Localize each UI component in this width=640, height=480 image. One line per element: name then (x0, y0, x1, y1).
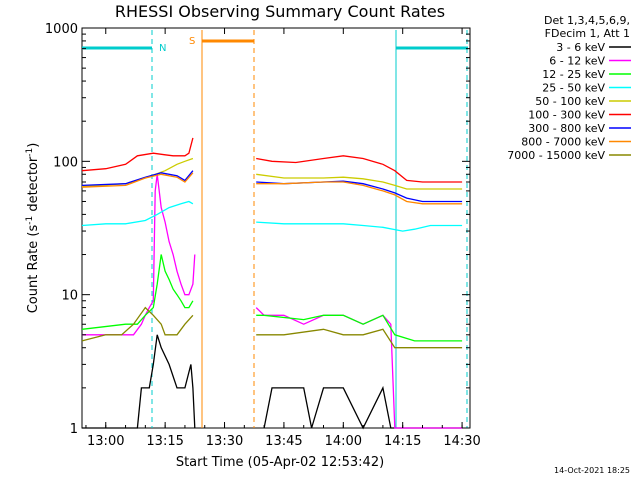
series-line-1-1 (255, 307, 463, 429)
x-axis-ticks: 13:00 13:15 13:30 13:45 14:00 14:15 14:30 (85, 28, 481, 449)
x-tick-label-6: 14:30 (443, 434, 480, 449)
series-line-2-1 (256, 314, 463, 342)
x-axis-label: Start Time (05-Apr-02 12:53:42) (176, 455, 384, 470)
legend-label-5: 100 - 300 keV (528, 109, 605, 122)
legend-label-8: 7000 - 15000 keV (507, 149, 605, 162)
y-axis-label: Count Rate (s-1 detector-1) (25, 143, 41, 314)
legend-header-2: FDecim 1, Att 1 (545, 27, 630, 40)
saa-marker-label: S (189, 36, 195, 47)
night-marker-label: N (159, 43, 166, 54)
x-tick-label-2: 13:30 (206, 434, 243, 449)
y-tick-label-0: 1 (70, 422, 78, 437)
plot-frame (81, 27, 471, 429)
series-line-3-1 (256, 221, 463, 232)
event-markers: NS (82, 30, 468, 428)
series-line-8-0 (81, 306, 194, 342)
legend-label-4: 50 - 100 keV (535, 95, 605, 108)
legend-label-1: 6 - 12 keV (549, 55, 605, 68)
series-line-8-1 (256, 328, 463, 349)
legend-label-6: 300 - 800 keV (528, 122, 605, 135)
legend-label-0: 3 - 6 keV (556, 41, 605, 54)
series-line-3-0 (81, 200, 194, 227)
series-layer (81, 137, 463, 430)
legend-label-2: 12 - 25 keV (542, 68, 605, 81)
x-tick-label-0: 13:00 (87, 434, 124, 449)
x-tick-label-5: 14:15 (384, 434, 421, 449)
y-tick-label-1: 10 (61, 289, 78, 304)
chart-title: RHESSI Observing Summary Count Rates (115, 2, 445, 21)
generated-timestamp: 14-Oct-2021 18:25 (554, 466, 630, 475)
series-line-7-0 (81, 172, 194, 188)
y-tick-label-3: 1000 (45, 22, 78, 37)
x-tick-label-4: 14:00 (325, 434, 362, 449)
y-tick-label-2: 100 (53, 155, 78, 170)
series-line-1-0 (82, 174, 196, 336)
series-line-0-0 (82, 334, 196, 429)
x-tick-label-3: 13:45 (265, 434, 302, 449)
series-line-7-1 (256, 181, 463, 205)
legend-header-1: Det 1,3,4,5,6,9, (544, 14, 630, 27)
x-tick-label-1: 13:15 (146, 434, 183, 449)
y-axis-ticks: 1 10 100 1000 (45, 22, 470, 437)
series-line-2-0 (81, 254, 194, 330)
series-line-5-0 (81, 137, 194, 172)
series-line-5-1 (256, 155, 463, 183)
series-line-4-0 (81, 157, 194, 187)
legend-label-7: 800 - 7000 keV (521, 136, 605, 149)
series-line-0-1 (263, 385, 463, 430)
legend-label-3: 25 - 50 keV (542, 82, 605, 95)
legend: Det 1,3,4,5,6,9, FDecim 1, Att 1 3 - 6 k… (507, 14, 631, 162)
series-line-4-1 (256, 173, 463, 190)
series-line-6-0 (81, 170, 194, 187)
